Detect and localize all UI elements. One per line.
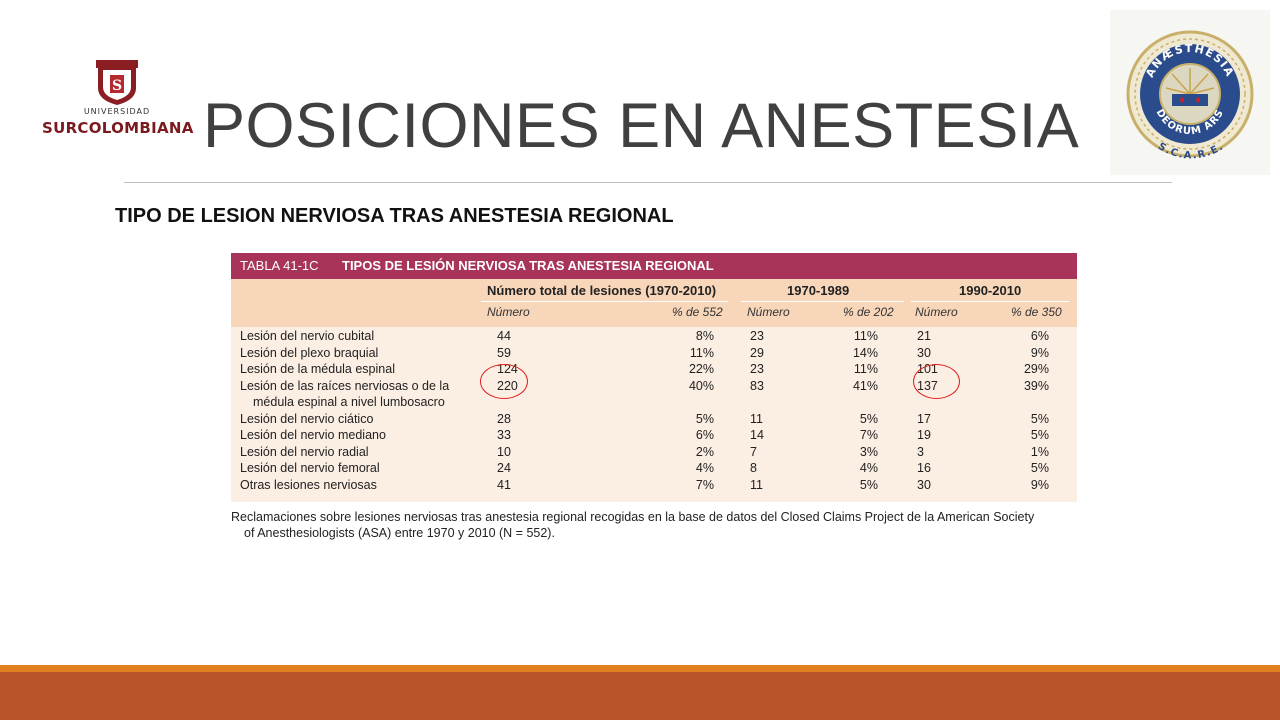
universidad-surcolombiana-logo: S UNIVERSIDAD SURCOLOMBIANA (42, 58, 194, 148)
table-cell: 19 (917, 428, 931, 442)
table-cell: 6% (695, 428, 714, 442)
table-cell: 5% (859, 477, 878, 492)
group-rule (481, 301, 728, 302)
table-cell: 30 (917, 477, 931, 492)
table-cell: 24 (497, 461, 511, 475)
table-cell: 5% (1030, 428, 1049, 442)
table-caption: Reclamaciones sobre lesiones nerviosas t… (231, 509, 1051, 541)
row-label-continuation: médula espinal a nivel lumbosacro (253, 395, 445, 409)
subheader-pct-552: % de 552 (672, 305, 723, 319)
table-cell: 41% (852, 378, 878, 393)
table-cell: 9% (1030, 345, 1049, 360)
row-label: Lesión de las raíces nerviosas o de la (240, 378, 450, 393)
table-cell: 28 (497, 411, 511, 426)
table-cell: 5% (695, 411, 714, 426)
table-cell: 16 (917, 461, 931, 475)
table-cell: 5% (859, 411, 878, 426)
table-cell: 33 (497, 428, 511, 442)
table-cell: 8 (750, 461, 757, 475)
table-cell: 40% (688, 378, 714, 393)
table-cell: 4% (695, 461, 714, 475)
table-cell: 3% (859, 444, 878, 459)
page-title: POSICIONES EN ANESTESIA (203, 91, 1080, 161)
subheader-numero: Número (915, 305, 958, 319)
title-divider (124, 182, 1172, 183)
table-cell: 30 (917, 345, 931, 360)
group-rule (911, 301, 1069, 302)
table-cell: 11% (689, 345, 714, 360)
table-cell: 39% (1023, 378, 1049, 393)
table-cell: 23 (750, 362, 764, 376)
table-number: TABLA 41-1C (240, 258, 319, 273)
highlight-circle (480, 364, 528, 399)
group-header-1990-2010: 1990-2010 (959, 283, 1022, 298)
table-cell: 6% (1030, 329, 1049, 343)
table-cell: 10 (497, 444, 511, 459)
highlight-circle (913, 364, 960, 399)
table-cell: 1% (1030, 444, 1049, 459)
table-cell: 22% (688, 362, 714, 376)
svg-text:S: S (112, 78, 122, 94)
table-cell: 5% (1030, 411, 1049, 426)
row-label: Otras lesiones nerviosas (240, 477, 377, 492)
table-cell: 14 (750, 428, 764, 442)
table-cell: 41 (497, 477, 511, 492)
group-rule (741, 301, 904, 302)
table-cell: 7 (750, 444, 757, 459)
university-name: SURCOLOMBIANA (42, 119, 194, 137)
row-label: Lesión del nervio ciático (240, 411, 374, 426)
table-cell: 8% (695, 329, 714, 343)
table-cell: 29 (750, 345, 764, 360)
table-cell: 11 (750, 411, 763, 426)
group-header-total: Número total de lesiones (1970-2010) (487, 283, 717, 298)
table-cell: 3 (917, 444, 924, 459)
subheader-pct-350: % de 350 (1011, 305, 1062, 319)
table-cell: 7% (859, 428, 878, 442)
row-label: Lesión del plexo braquial (240, 345, 379, 360)
row-label: Lesión del nervio radial (240, 444, 369, 459)
footer-bar (0, 672, 1280, 720)
row-label: Lesión del nervio mediano (240, 428, 386, 442)
table-cell: 29% (1023, 362, 1049, 376)
table-cell: 11% (853, 329, 878, 343)
scare-logo: ANÆSTHESIA DEORUM ARS S.C.A.R.E. (1110, 10, 1270, 175)
caption-line: of Anesthesiologists (ASA) entre 1970 y … (244, 526, 555, 540)
table-cell: 14% (852, 345, 878, 360)
row-label: Lesión del nervio cubital (240, 329, 375, 343)
table-cell: 4% (859, 461, 878, 475)
table-cell: 23 (750, 329, 764, 343)
university-shield-icon: S (96, 60, 138, 105)
table-cell: 5% (1030, 461, 1049, 475)
caption-line: Reclamaciones sobre lesiones nerviosas t… (231, 510, 1035, 524)
table-cell: 83 (750, 378, 764, 393)
subheader-pct-202: % de 202 (843, 305, 894, 319)
nerve-injury-table: TABLA 41-1C TIPOS DE LESIÓN NERVIOSA TRA… (231, 253, 1077, 502)
table-cell: 59 (497, 345, 511, 360)
table-cell: 7% (695, 477, 714, 492)
table-header-bar: TABLA 41-1C TIPOS DE LESIÓN NERVIOSA TRA… (231, 253, 1077, 279)
group-header-1970-1989: 1970-1989 (787, 283, 850, 298)
table-cell: 17 (917, 411, 931, 426)
table-cell: 2% (695, 444, 714, 459)
footer-accent-bar (0, 665, 1280, 672)
slide-subtitle: TIPO DE LESION NERVIOSA TRAS ANESTESIA R… (115, 205, 674, 227)
scare-seal-icon: ANÆSTHESIA DEORUM ARS S.C.A.R.E. (1126, 30, 1254, 162)
subheader-numero: Número (487, 305, 530, 319)
table-cell: 21 (917, 329, 931, 343)
university-label: UNIVERSIDAD (83, 107, 151, 116)
table-cell: 9% (1030, 477, 1049, 492)
row-label: Lesión del nervio femoral (240, 461, 380, 475)
row-label: Lesión de la médula espinal (240, 362, 395, 376)
table-cell: 44 (497, 329, 511, 343)
table-cell: 11% (853, 362, 878, 376)
table-cell: 11 (750, 477, 763, 492)
table-column-header-band (231, 279, 1077, 327)
subheader-numero: Número (747, 305, 790, 319)
table-title: TIPOS DE LESIÓN NERVIOSA TRAS ANESTESIA … (342, 258, 714, 273)
